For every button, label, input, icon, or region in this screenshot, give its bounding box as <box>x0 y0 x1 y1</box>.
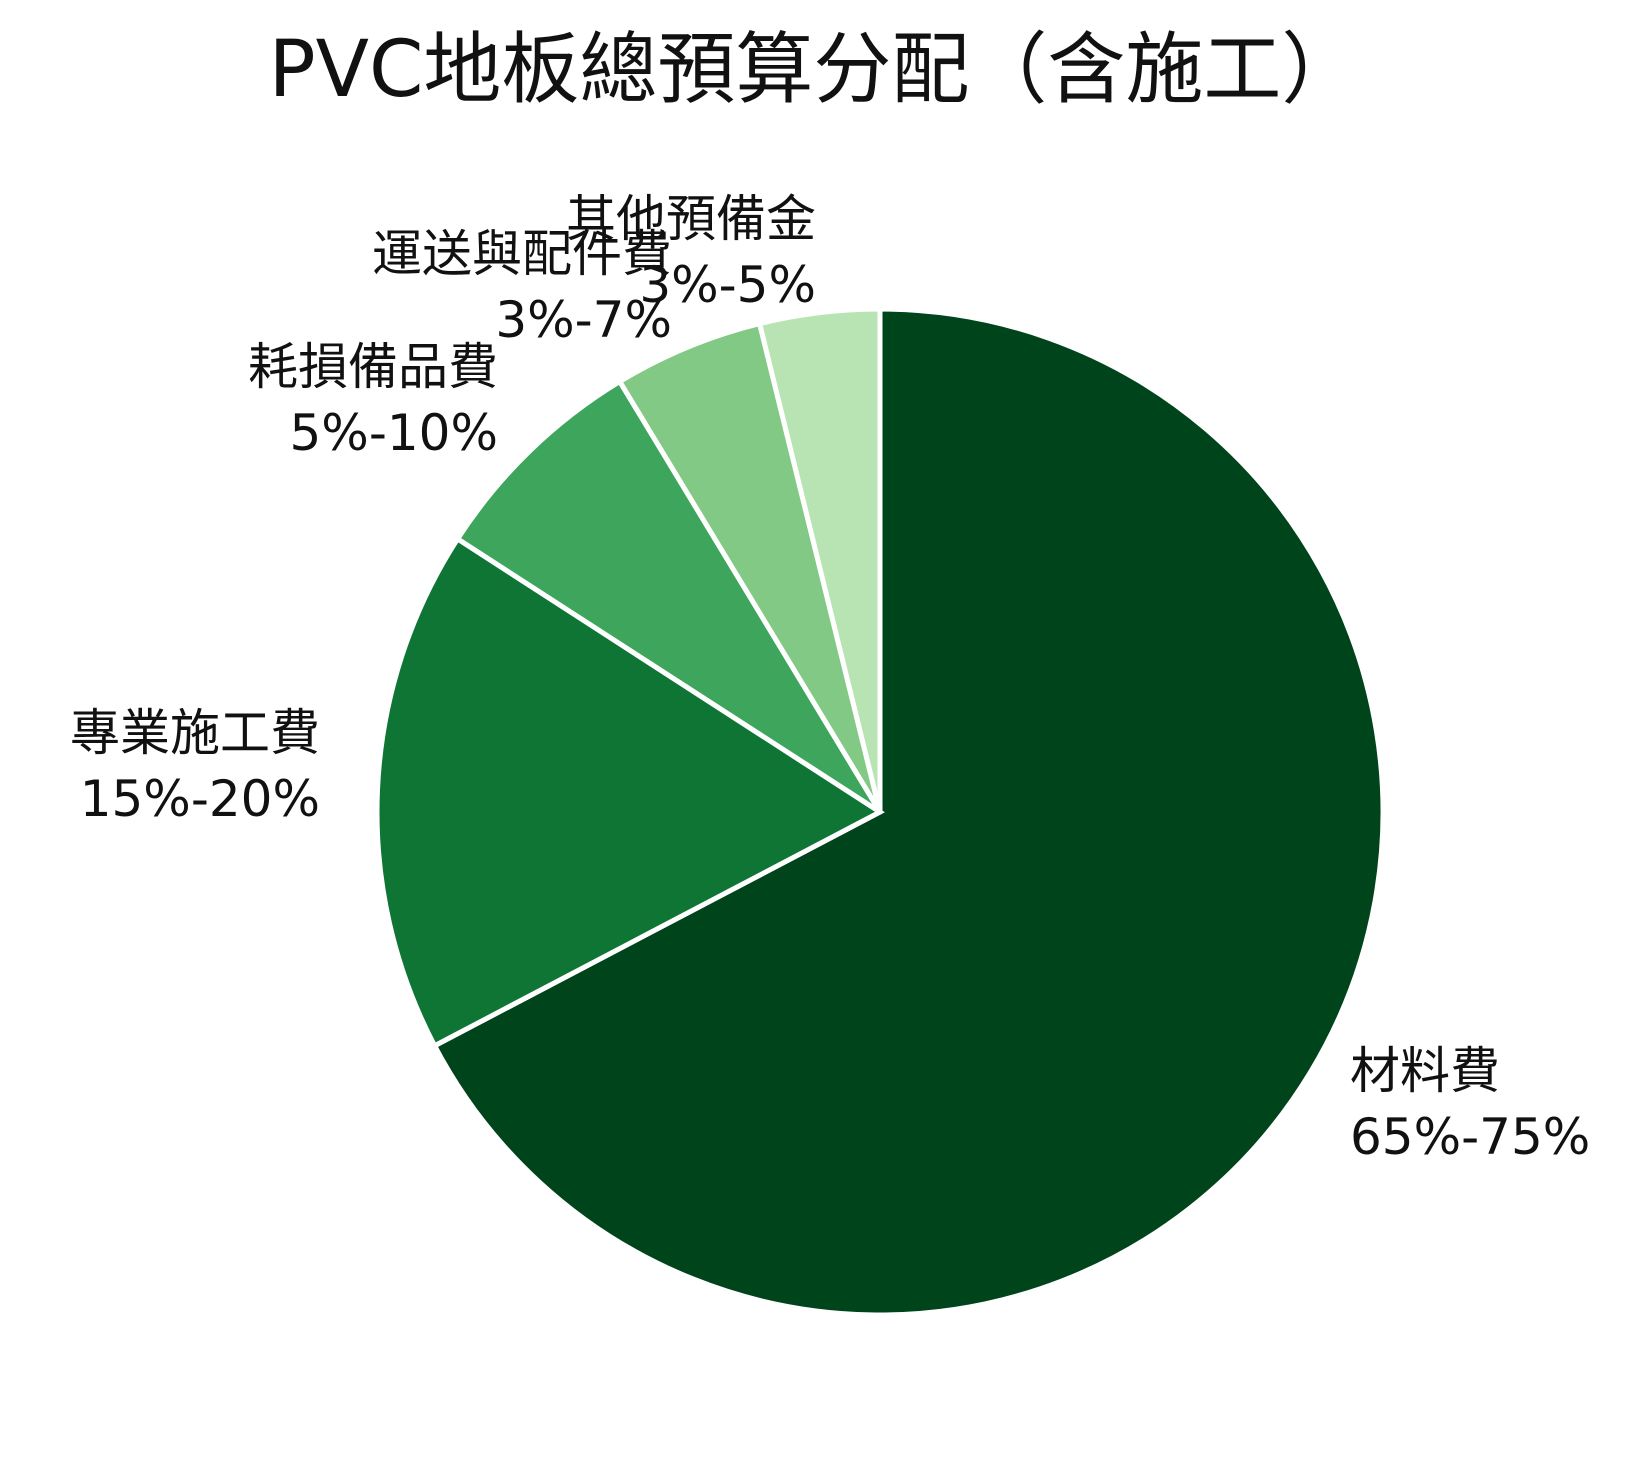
pie-slice <box>454 378 883 815</box>
slice-name-label: 其他預備金 <box>566 190 816 248</box>
slice-range-label: 65%-75% <box>1350 1108 1590 1166</box>
pie-labels: 材料費65%-75%專業施工費15%-20%耗損備品費5%-10%運送與配件費3… <box>70 190 1590 1166</box>
pie-slice <box>756 306 883 813</box>
pie-slice <box>616 320 883 814</box>
pie-slices <box>374 306 1386 1318</box>
slice-name-label: 耗損備品費 <box>248 338 498 396</box>
slice-range-label: 5%-10% <box>290 404 499 462</box>
slice-range-label: 3%-7% <box>495 291 672 349</box>
slice-name-label: 專業施工費 <box>70 704 320 762</box>
slice-name-label: 材料費 <box>1350 1042 1500 1100</box>
pie-slice <box>374 535 885 1050</box>
slice-range-label: 15%-20% <box>80 770 320 828</box>
slice-name-label: 運送與配件費 <box>372 225 672 283</box>
chart-title: PVC地板總預算分配（含施工） <box>268 25 1360 115</box>
pie-slice <box>431 306 1386 1318</box>
slice-range-label: 3%-5% <box>639 256 816 314</box>
